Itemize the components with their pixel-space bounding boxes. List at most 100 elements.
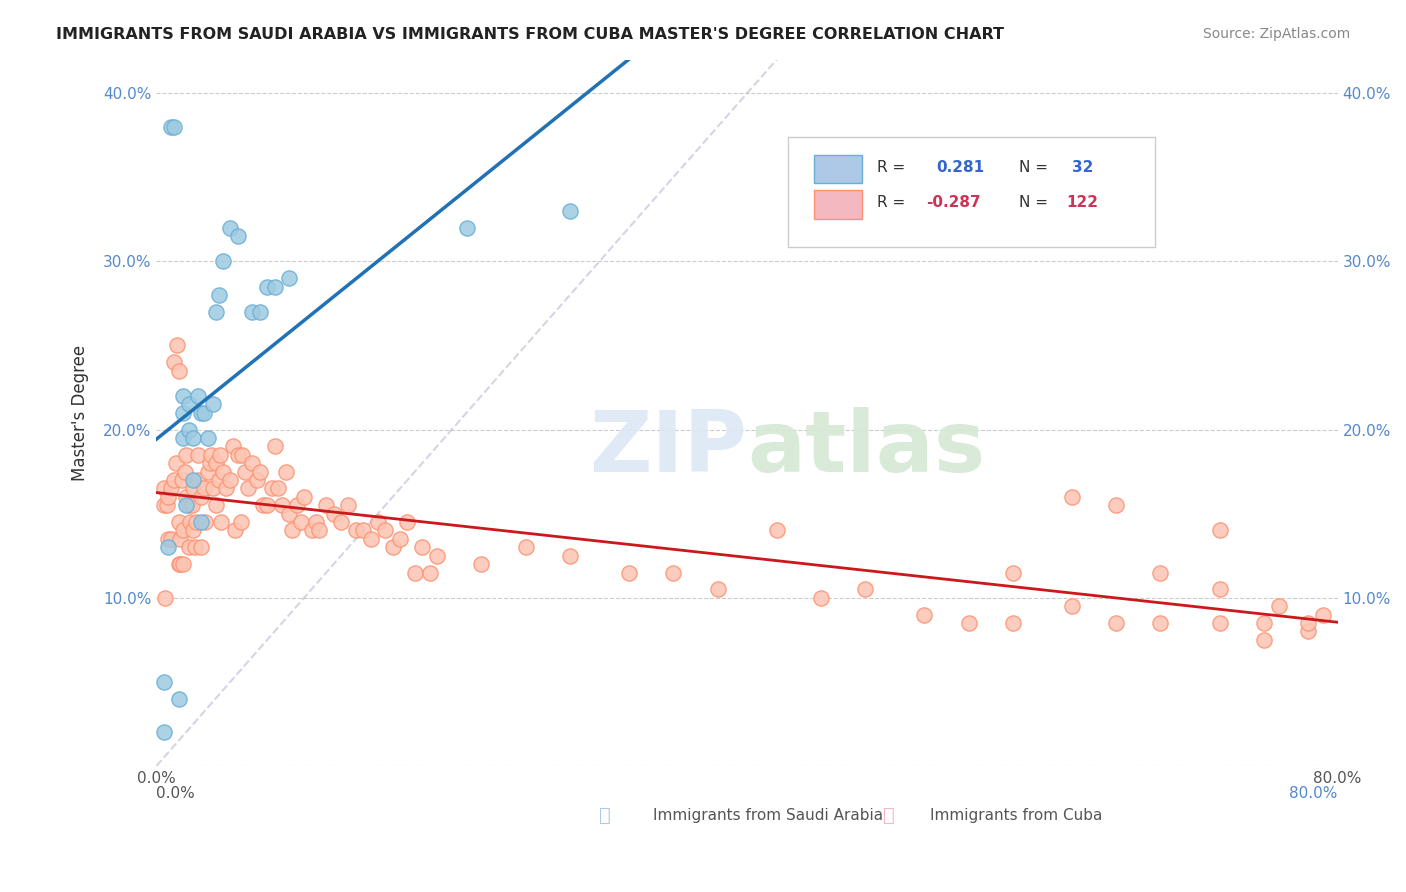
Point [204, 305, 226, 319]
Point [1149, 566, 1171, 580]
Point [208, 448, 231, 462]
Point [337, 498, 360, 512]
Point [169, 532, 191, 546]
Point [184, 541, 207, 555]
Point [167, 364, 190, 378]
Point [308, 524, 330, 538]
Point [706, 582, 728, 597]
Point [515, 541, 537, 555]
Point [389, 532, 412, 546]
Point [315, 498, 337, 512]
Point [172, 524, 194, 538]
Point [163, 473, 186, 487]
Point [172, 557, 194, 571]
Point [183, 524, 205, 538]
Point [1149, 615, 1171, 630]
Point [187, 448, 209, 462]
Point [167, 557, 190, 571]
Point [231, 448, 253, 462]
Point [558, 203, 581, 218]
Point [810, 591, 832, 605]
Point [160, 120, 183, 134]
Point [912, 607, 935, 622]
Point [411, 541, 433, 555]
Point [1001, 566, 1024, 580]
Point [233, 465, 256, 479]
Point [1105, 615, 1128, 630]
Text: Immigrants from Saudi Arabia: Immigrants from Saudi Arabia [652, 808, 883, 822]
Point [177, 423, 200, 437]
Point [278, 507, 301, 521]
Point [558, 549, 581, 563]
Point [181, 498, 204, 512]
Point [1060, 599, 1083, 614]
Point [1253, 615, 1275, 630]
Point [470, 557, 492, 571]
Point [190, 406, 212, 420]
Point [172, 431, 194, 445]
Y-axis label: Master's Degree: Master's Degree [72, 344, 89, 481]
Point [212, 465, 235, 479]
Point [153, 674, 176, 689]
Point [153, 482, 176, 496]
Point [183, 431, 205, 445]
Point [215, 482, 238, 496]
Point [157, 541, 180, 555]
Point [285, 498, 308, 512]
Point [236, 482, 259, 496]
Point [177, 498, 200, 512]
Point [190, 490, 212, 504]
Point [256, 498, 278, 512]
Point [853, 582, 876, 597]
Point [186, 515, 208, 529]
Point [260, 482, 283, 496]
Point [174, 448, 197, 462]
Point [204, 456, 226, 470]
Point [278, 271, 301, 285]
Text: -0.287: -0.287 [927, 195, 981, 211]
Point [1296, 624, 1319, 639]
Point [179, 515, 201, 529]
Point [360, 532, 382, 546]
Text: 80.0%: 80.0% [1289, 786, 1337, 801]
Point [183, 482, 205, 496]
Point [174, 498, 197, 512]
Point [1208, 524, 1230, 538]
Text: 32: 32 [1071, 161, 1094, 175]
Point [170, 473, 193, 487]
Point [617, 566, 640, 580]
Text: 0.281: 0.281 [936, 161, 984, 175]
Point [197, 465, 219, 479]
Point [396, 515, 419, 529]
Point [160, 482, 183, 496]
Point [292, 490, 315, 504]
Point [765, 524, 787, 538]
Point [160, 532, 183, 546]
Point [174, 490, 197, 504]
Point [157, 490, 180, 504]
Text: 0.0%: 0.0% [156, 786, 195, 801]
Point [153, 498, 176, 512]
Point [187, 389, 209, 403]
Point [456, 220, 478, 235]
Point [197, 431, 219, 445]
Point [330, 515, 353, 529]
Point [662, 566, 685, 580]
Point [177, 541, 200, 555]
FancyBboxPatch shape [789, 137, 1154, 247]
Point [167, 691, 190, 706]
Point [183, 473, 205, 487]
Point [1253, 632, 1275, 647]
Point [198, 456, 221, 470]
Text: ⬜: ⬜ [599, 805, 612, 825]
Point [194, 515, 217, 529]
Point [305, 515, 328, 529]
Point [173, 465, 195, 479]
Point [352, 524, 374, 538]
Point [224, 524, 246, 538]
Point [190, 515, 212, 529]
Point [252, 498, 274, 512]
Point [166, 338, 188, 352]
Point [276, 465, 298, 479]
Text: N =: N = [1019, 195, 1047, 211]
